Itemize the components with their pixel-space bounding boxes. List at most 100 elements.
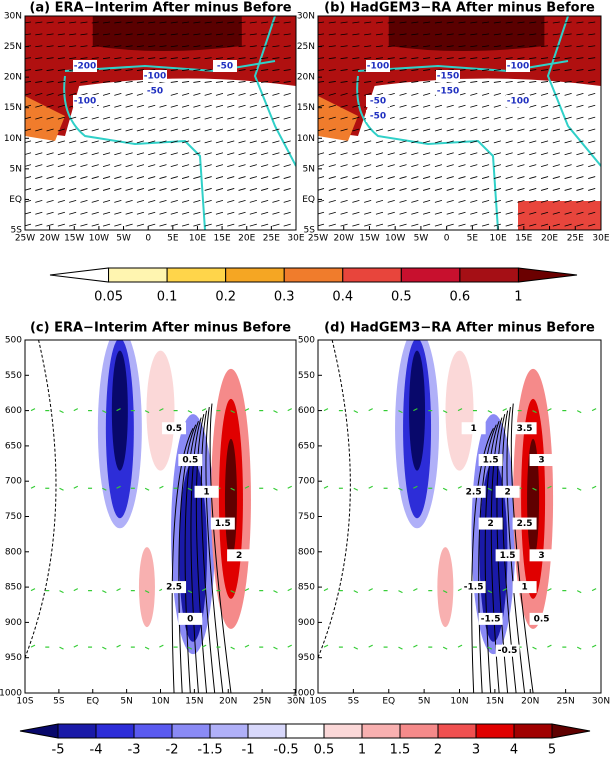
wind-vector	[423, 81, 431, 83]
wind-vector	[159, 140, 167, 144]
wind-vector	[144, 487, 150, 491]
wind-vector	[364, 21, 372, 24]
wind-vector	[375, 211, 384, 215]
wind-vector	[114, 128, 122, 132]
y-tick-label: 950	[298, 653, 315, 663]
x-tick-label: 20N	[219, 697, 237, 707]
wind-vector	[576, 104, 584, 108]
wind-vector	[30, 588, 36, 592]
wind-vector	[375, 223, 384, 227]
wind-vector	[552, 188, 560, 191]
wind-vector	[244, 644, 250, 648]
y-tick-label: 15N	[297, 103, 315, 113]
wind-vector	[182, 57, 190, 60]
wind-vector	[261, 152, 269, 156]
wind-vector	[159, 176, 167, 179]
wind-vector	[576, 152, 584, 156]
colorbar-box	[166, 267, 227, 283]
wind-vector	[399, 57, 407, 60]
contour-line	[178, 424, 197, 693]
wind-vector	[57, 45, 65, 48]
wind-vector	[470, 33, 478, 36]
wind-vector	[69, 164, 77, 168]
wind-vector	[238, 164, 246, 168]
wind-vector	[328, 128, 336, 132]
wind-vector	[364, 176, 372, 179]
wind-vector	[434, 104, 443, 108]
wind-vector	[588, 211, 596, 215]
x-tick-label: 5W	[414, 234, 429, 244]
x-tick-label: 15N	[185, 697, 203, 707]
colorbar-label: 1	[358, 743, 366, 758]
wind-vector	[552, 104, 560, 108]
label-bg	[506, 95, 530, 107]
wind-vector	[423, 92, 431, 96]
wind-vector	[287, 644, 293, 648]
wind-vector	[91, 199, 99, 203]
wind-vector	[482, 45, 490, 48]
wind-vector	[323, 485, 329, 489]
wind-vector	[102, 487, 107, 491]
wind-vector	[57, 92, 65, 96]
wind-vector	[249, 69, 257, 71]
wind-vector	[529, 140, 537, 144]
wind-vector	[576, 81, 584, 83]
wind-vector	[272, 188, 280, 191]
wind-vector	[423, 69, 431, 71]
wind-vector	[411, 69, 419, 71]
wind-vector	[540, 69, 549, 71]
wind-vector	[287, 408, 293, 412]
wind-vector	[227, 128, 235, 132]
wind-vector	[57, 21, 65, 24]
wind-vector	[517, 152, 525, 156]
wind-vector	[272, 57, 280, 60]
wind-vector	[564, 211, 572, 215]
wind-vector	[170, 116, 178, 120]
wind-vector	[148, 104, 156, 108]
wind-vector	[170, 92, 178, 96]
wind-vector	[287, 485, 293, 489]
wind-vector	[125, 104, 133, 108]
wind-vector	[204, 69, 212, 71]
wind-vector	[249, 199, 257, 203]
wind-vector	[215, 81, 224, 83]
wind-vector	[364, 33, 372, 36]
wind-vector	[399, 33, 407, 36]
wind-vector	[529, 223, 537, 227]
wind-vector	[399, 116, 407, 120]
label-bg	[194, 485, 219, 498]
wind-vector	[261, 188, 269, 191]
wind-vector	[249, 140, 257, 144]
wind-vector	[35, 45, 43, 48]
wind-vector	[80, 199, 88, 203]
wind-vector	[227, 199, 235, 203]
colorbar-end	[551, 723, 591, 739]
wind-vector	[588, 188, 596, 191]
wind-vector	[505, 45, 513, 48]
wind-vector	[272, 21, 280, 24]
wind-vector	[116, 485, 121, 489]
wind-vector	[91, 33, 99, 36]
wind-vector	[368, 644, 373, 648]
contour-label: 2	[236, 551, 242, 561]
wind-vector	[487, 410, 493, 414]
wind-vector	[181, 116, 190, 120]
wind-vector	[470, 188, 478, 191]
wind-vector	[170, 33, 178, 36]
colorbar-box	[209, 723, 249, 739]
wind-vector	[411, 45, 419, 48]
wind-vector	[35, 199, 43, 203]
wind-vector	[423, 223, 431, 227]
y-tick-label: 700	[5, 477, 22, 487]
wind-vector	[588, 104, 596, 108]
wind-vector	[591, 408, 597, 412]
wind-vector	[353, 487, 359, 491]
wind-vector	[159, 485, 164, 489]
contour-label: -100	[144, 72, 167, 82]
wind-vector	[283, 128, 291, 132]
wind-vector	[136, 104, 145, 108]
wind-vector	[442, 646, 448, 650]
wind-vector	[283, 92, 291, 96]
plot-area	[25, 340, 296, 693]
wind-vector	[102, 176, 111, 179]
